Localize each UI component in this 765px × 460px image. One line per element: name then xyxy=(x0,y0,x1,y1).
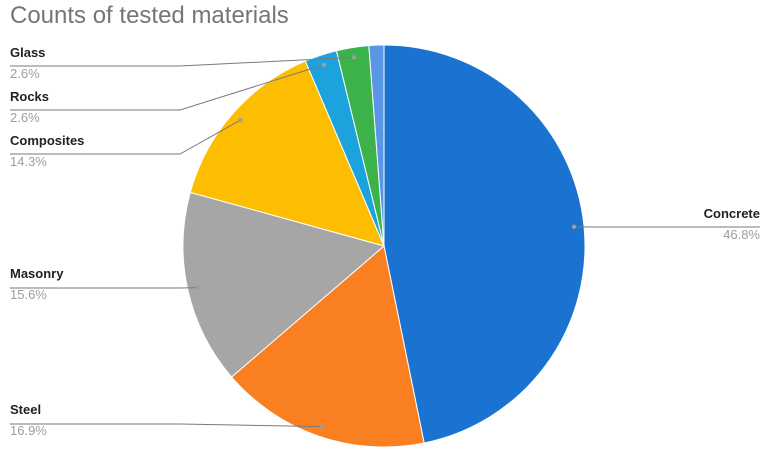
slice-label-rocks: Rocks xyxy=(10,89,49,104)
leader-dot-glass xyxy=(351,55,357,60)
slice-label-glass: Glass xyxy=(10,45,45,60)
slice-percent-concrete: 46.8% xyxy=(723,227,760,242)
slice-percent-composites: 14.3% xyxy=(10,154,47,169)
pie-slice-concrete xyxy=(383,44,586,444)
leader-dot-masonry xyxy=(195,285,200,290)
chart-title: Counts of tested materials xyxy=(10,2,289,29)
slice-label-masonry: Masonry xyxy=(10,266,64,281)
slice-label-composites: Composites xyxy=(10,133,84,148)
pie-slices xyxy=(182,44,586,448)
slice-labels: Concrete 46.8% Steel 16.9% Masonry 15.6% Compo… xyxy=(10,45,760,438)
leader-dot-rocks xyxy=(321,62,327,67)
pie-slice-masonry xyxy=(182,191,386,378)
pie-slice-composites xyxy=(189,60,385,247)
leader-line-rocks xyxy=(10,64,325,111)
pie-slice-other xyxy=(368,44,385,247)
slice-label-concrete: Concrete xyxy=(704,206,760,221)
slice-percent-glass: 2.6% xyxy=(10,66,40,81)
leader-line-glass xyxy=(10,56,355,67)
leader-dot-composites xyxy=(238,117,243,123)
pie-slice-steel xyxy=(230,245,425,448)
slice-label-steel: Steel xyxy=(10,402,41,417)
leader-lines xyxy=(10,55,760,429)
slice-percent-masonry: 15.6% xyxy=(10,287,47,302)
slice-percent-steel: 16.9% xyxy=(10,423,47,438)
leader-dot-concrete xyxy=(571,224,577,230)
leader-dot-steel xyxy=(319,424,325,429)
leader-line-steel xyxy=(10,423,323,428)
slice-percent-rocks: 2.6% xyxy=(10,110,40,125)
leader-line-composites xyxy=(10,119,241,155)
